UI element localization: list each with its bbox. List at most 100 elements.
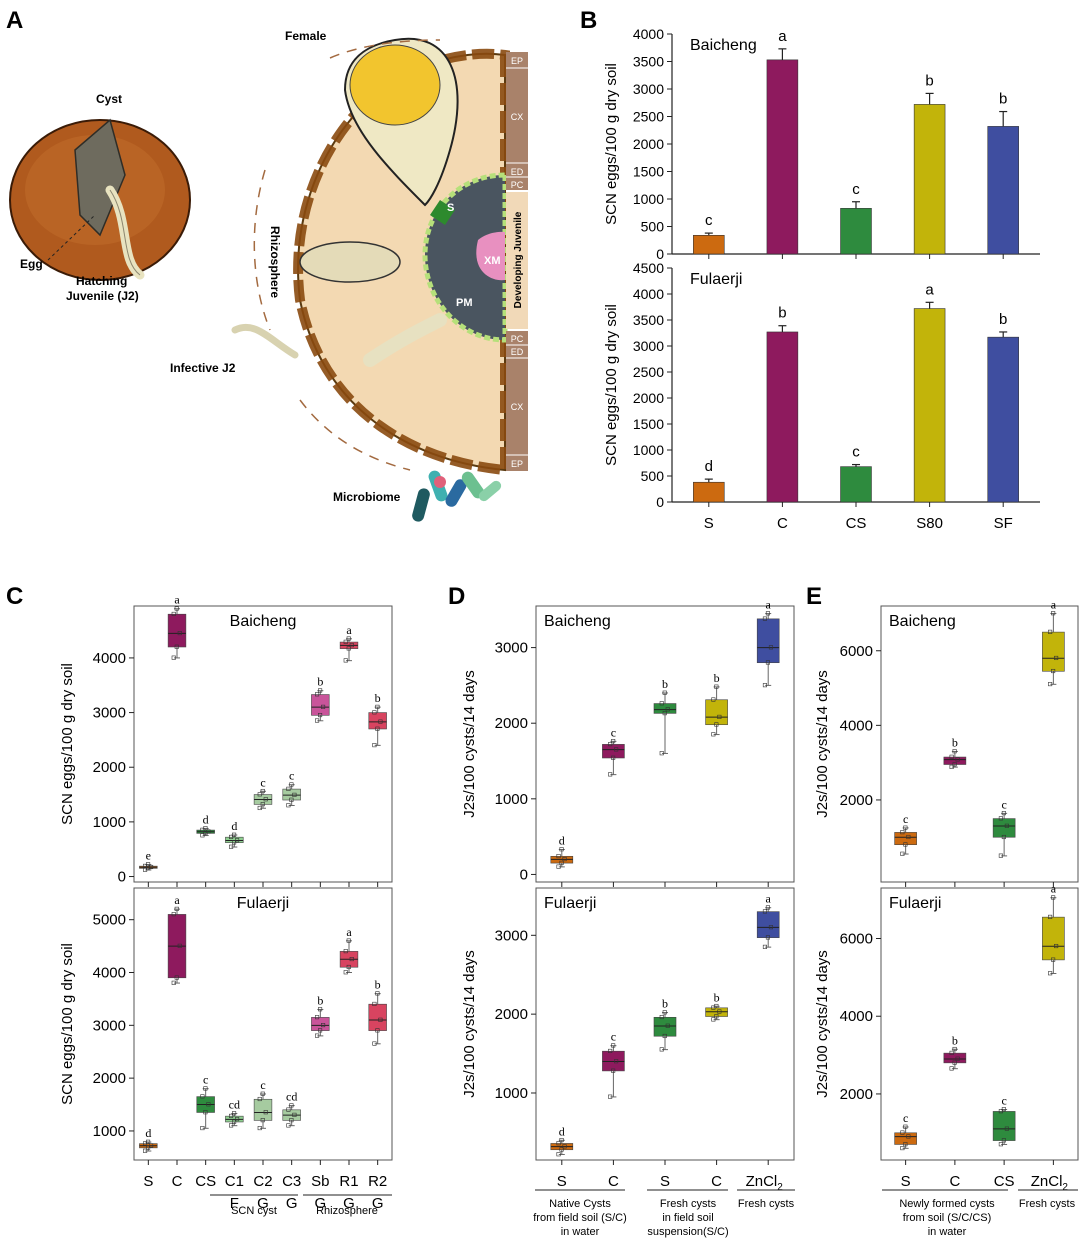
chart-title: Baicheng [230,613,297,630]
bar-s80 [913,308,946,503]
data-point [200,833,205,838]
x-tick-label: R2 [368,1173,387,1190]
data-point [346,636,351,641]
data-point [146,1139,151,1144]
y-tick-label: 0 [118,869,126,886]
data-point [257,805,262,811]
data-point [146,862,151,867]
box-c1-f [225,836,244,843]
significance-letter: cd [229,1098,240,1112]
chart-b-fulaerji: 0 500 1000 1500 2000 2500 3000 3500 4000 4500 SCN … [603,260,1040,532]
significance-letter: b [714,671,720,685]
data-point [559,860,564,865]
data-point [665,1023,670,1028]
significance-letter: a [766,598,772,612]
data-point [171,980,176,985]
layer-ed-bottom: ED [511,347,524,357]
data-point [318,713,323,718]
significance-letter: b [999,91,1007,108]
box-cs [992,1111,1016,1141]
data-point [949,1050,954,1055]
data-point [372,1001,377,1006]
data-point [659,1014,664,1020]
data-point [260,788,265,794]
label-infective-j2: Infective J2 [170,361,236,375]
significance-letter: d [145,1126,151,1140]
data-point [286,1107,291,1112]
data-point [203,1086,208,1091]
x-tick-label: CS [994,1173,1015,1190]
y-tick-label: 1000 [495,1085,528,1102]
y-tick-label: 0 [656,246,664,262]
data-point [257,792,262,797]
data-point [229,834,234,839]
data-point [765,905,771,910]
data-point [1048,682,1053,687]
data-point [315,718,320,723]
data-point [292,792,297,797]
box-c [602,744,625,759]
data-point [556,864,561,869]
box-c [943,756,967,765]
y-axis-label: J2s/100 cysts/14 days [814,950,831,1098]
data-point [315,1033,320,1038]
data-point [903,825,908,830]
significance-letter: b [952,735,958,749]
data-point [562,857,567,862]
group-label-d-fresh-soil-3: suspension(S/C) [647,1226,728,1238]
significance-letter: c [1001,1093,1006,1107]
group-label-e-newly-3: in water [928,1226,967,1238]
data-point [714,684,719,689]
data-point [559,1137,564,1143]
y-tick-label: 4500 [633,260,664,276]
significance-letter: b [999,311,1007,328]
data-point [177,631,182,636]
y-tick-label: 3000 [495,640,528,657]
y-tick-label: 3000 [93,1017,126,1034]
y-axis-label: SCN eggs/100 g dry soil [603,63,620,225]
x-tick-label: C [949,1173,960,1190]
label-cyst: Cyst [96,92,122,106]
data-point [200,1094,205,1099]
y-tick-label: 2000 [633,390,664,406]
significance-letter: c [903,812,908,826]
label-developing-juvenile: Developing Juvenile [513,211,524,308]
tissue-layer-bar: EP CX ED PC PC ED CX EP Developing Juven… [506,52,528,471]
data-point [765,935,771,940]
data-point [949,764,954,769]
data-point [768,925,774,930]
data-point [343,639,348,644]
bar-cs [840,208,872,255]
significance-letter: a [174,593,180,607]
y-tick-label: 0 [520,866,528,883]
layer-ep-top: EP [511,56,523,66]
x-tick-label: C2 [253,1173,272,1190]
data-point [318,688,323,693]
data-point [143,1148,148,1153]
diagram-panel-a: Cyst Egg Hatching Juvenile (J2) [9,29,528,522]
y-axis-label: J2s/100 cysts/14 days [814,670,831,818]
data-point [952,1046,957,1052]
data-point [171,655,176,660]
group-label-e-newly-2: from soil (S/C/CS) [903,1212,992,1224]
data-point [232,840,237,845]
data-point [286,803,291,808]
data-point [346,646,351,651]
data-point [662,711,667,716]
data-point [762,944,768,949]
x-tick-label: C [777,515,788,532]
y-tick-label: 2500 [633,109,664,125]
y-tick-label: 2000 [633,136,664,152]
data-point [346,938,351,943]
data-point [260,1118,265,1123]
data-point [235,1117,240,1122]
significance-letter: a [766,892,772,906]
y-tick-label: 1000 [633,191,664,207]
significance-letter: b [952,1033,958,1047]
x-tick-label: S [143,1173,153,1190]
data-point [949,1066,954,1071]
y-tick-label: 6000 [840,931,873,948]
data-point [177,943,182,948]
label-hatching-2: Juvenile (J2) [66,289,139,303]
significance-letter: a [925,281,934,298]
